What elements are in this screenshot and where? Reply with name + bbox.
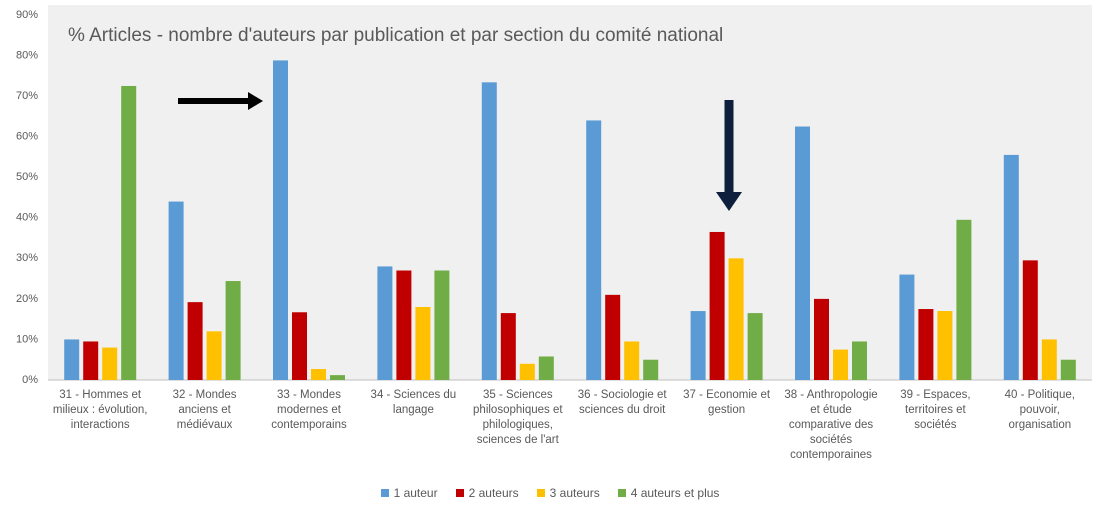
legend: 1 auteur 2 auteurs 3 auteurs 4 auteurs et p… bbox=[0, 486, 1100, 500]
bar bbox=[500, 313, 516, 380]
bar bbox=[206, 331, 222, 380]
bar bbox=[747, 313, 763, 380]
chart-title: % Articles - nombre d'auteurs par public… bbox=[68, 25, 723, 46]
bar bbox=[434, 270, 450, 380]
bar bbox=[273, 60, 288, 381]
bar bbox=[937, 311, 953, 380]
bar bbox=[1060, 359, 1076, 380]
bar bbox=[1003, 154, 1019, 380]
bar bbox=[102, 347, 118, 380]
bar bbox=[1041, 339, 1057, 380]
legend-swatch bbox=[536, 489, 545, 497]
y-tick-label: 0% bbox=[22, 374, 38, 386]
legend-item: 2 auteurs bbox=[455, 486, 519, 500]
bar bbox=[1022, 260, 1038, 380]
y-tick-label: 50% bbox=[16, 171, 38, 183]
legend-item: 1 auteur bbox=[380, 486, 438, 500]
bar bbox=[187, 302, 203, 380]
legend-label: 4 auteurs et plus bbox=[630, 486, 720, 500]
bar bbox=[728, 258, 744, 380]
bar bbox=[83, 341, 99, 380]
y-tick-label: 40% bbox=[16, 212, 38, 224]
bar bbox=[709, 231, 725, 380]
bar bbox=[64, 339, 80, 380]
bar bbox=[330, 375, 345, 380]
bar bbox=[833, 349, 848, 380]
bar bbox=[624, 341, 640, 380]
bar bbox=[690, 311, 706, 380]
y-tick-label: 70% bbox=[16, 90, 38, 102]
x-tick-label: 36 - Sociologie et sciences du droit bbox=[577, 389, 667, 416]
bar bbox=[481, 82, 497, 381]
bar bbox=[396, 270, 412, 380]
plot-area bbox=[48, 5, 1092, 380]
x-tick-label: 38 - Anthropologie et étude comparative … bbox=[784, 389, 878, 461]
y-tick-label: 20% bbox=[16, 293, 38, 305]
bar bbox=[377, 266, 393, 380]
x-tick-label: 37 - Economie et gestion bbox=[683, 389, 771, 416]
x-tick-label: 33 - Mondes modernes et contemporains bbox=[271, 389, 347, 431]
bar bbox=[605, 294, 621, 380]
legend-item: 4 auteurs et plus bbox=[617, 486, 720, 500]
bar bbox=[795, 126, 810, 381]
bar bbox=[225, 281, 241, 380]
bar bbox=[121, 85, 137, 380]
bar bbox=[852, 341, 867, 380]
legend-swatch bbox=[380, 489, 389, 497]
x-tick-label: 35 - Sciences philosophiques et philolog… bbox=[473, 389, 563, 446]
x-tick-label: 31 - Hommes et milieux : évolution, inte… bbox=[52, 389, 148, 431]
bar bbox=[918, 309, 934, 380]
y-tick-label: 90% bbox=[16, 9, 38, 21]
bar bbox=[519, 363, 535, 380]
bar bbox=[311, 369, 326, 380]
bar bbox=[538, 356, 554, 380]
legend-item: 3 auteurs bbox=[536, 486, 600, 500]
bar bbox=[415, 307, 431, 380]
x-tick-label: 40 - Politique, pouvoir, organisation bbox=[1004, 389, 1075, 431]
bar bbox=[899, 274, 915, 380]
bar bbox=[586, 120, 602, 380]
bar bbox=[814, 298, 829, 380]
legend-label: 1 auteur bbox=[393, 486, 438, 500]
bar bbox=[168, 201, 184, 380]
y-tick-label: 30% bbox=[16, 252, 38, 264]
legend-swatch bbox=[455, 489, 464, 497]
legend-swatch bbox=[617, 489, 626, 497]
y-tick-label: 10% bbox=[16, 333, 38, 345]
bar bbox=[292, 312, 307, 380]
arrow-vertical bbox=[716, 100, 742, 211]
arrow-horizontal bbox=[178, 92, 263, 110]
legend-label: 3 auteurs bbox=[549, 486, 600, 500]
x-tick-label: 39 - Espaces, territoires et sociétés bbox=[900, 389, 971, 431]
legend-label: 2 auteurs bbox=[468, 486, 519, 500]
bar bbox=[956, 219, 972, 380]
x-tick-label: 34 - Sciences du langage bbox=[370, 389, 457, 416]
y-tick-label: 60% bbox=[16, 131, 38, 143]
y-tick-label: 80% bbox=[16, 49, 38, 61]
bar bbox=[643, 359, 659, 380]
x-tick-label: 32 - Mondes anciens et médiévaux bbox=[172, 389, 237, 431]
